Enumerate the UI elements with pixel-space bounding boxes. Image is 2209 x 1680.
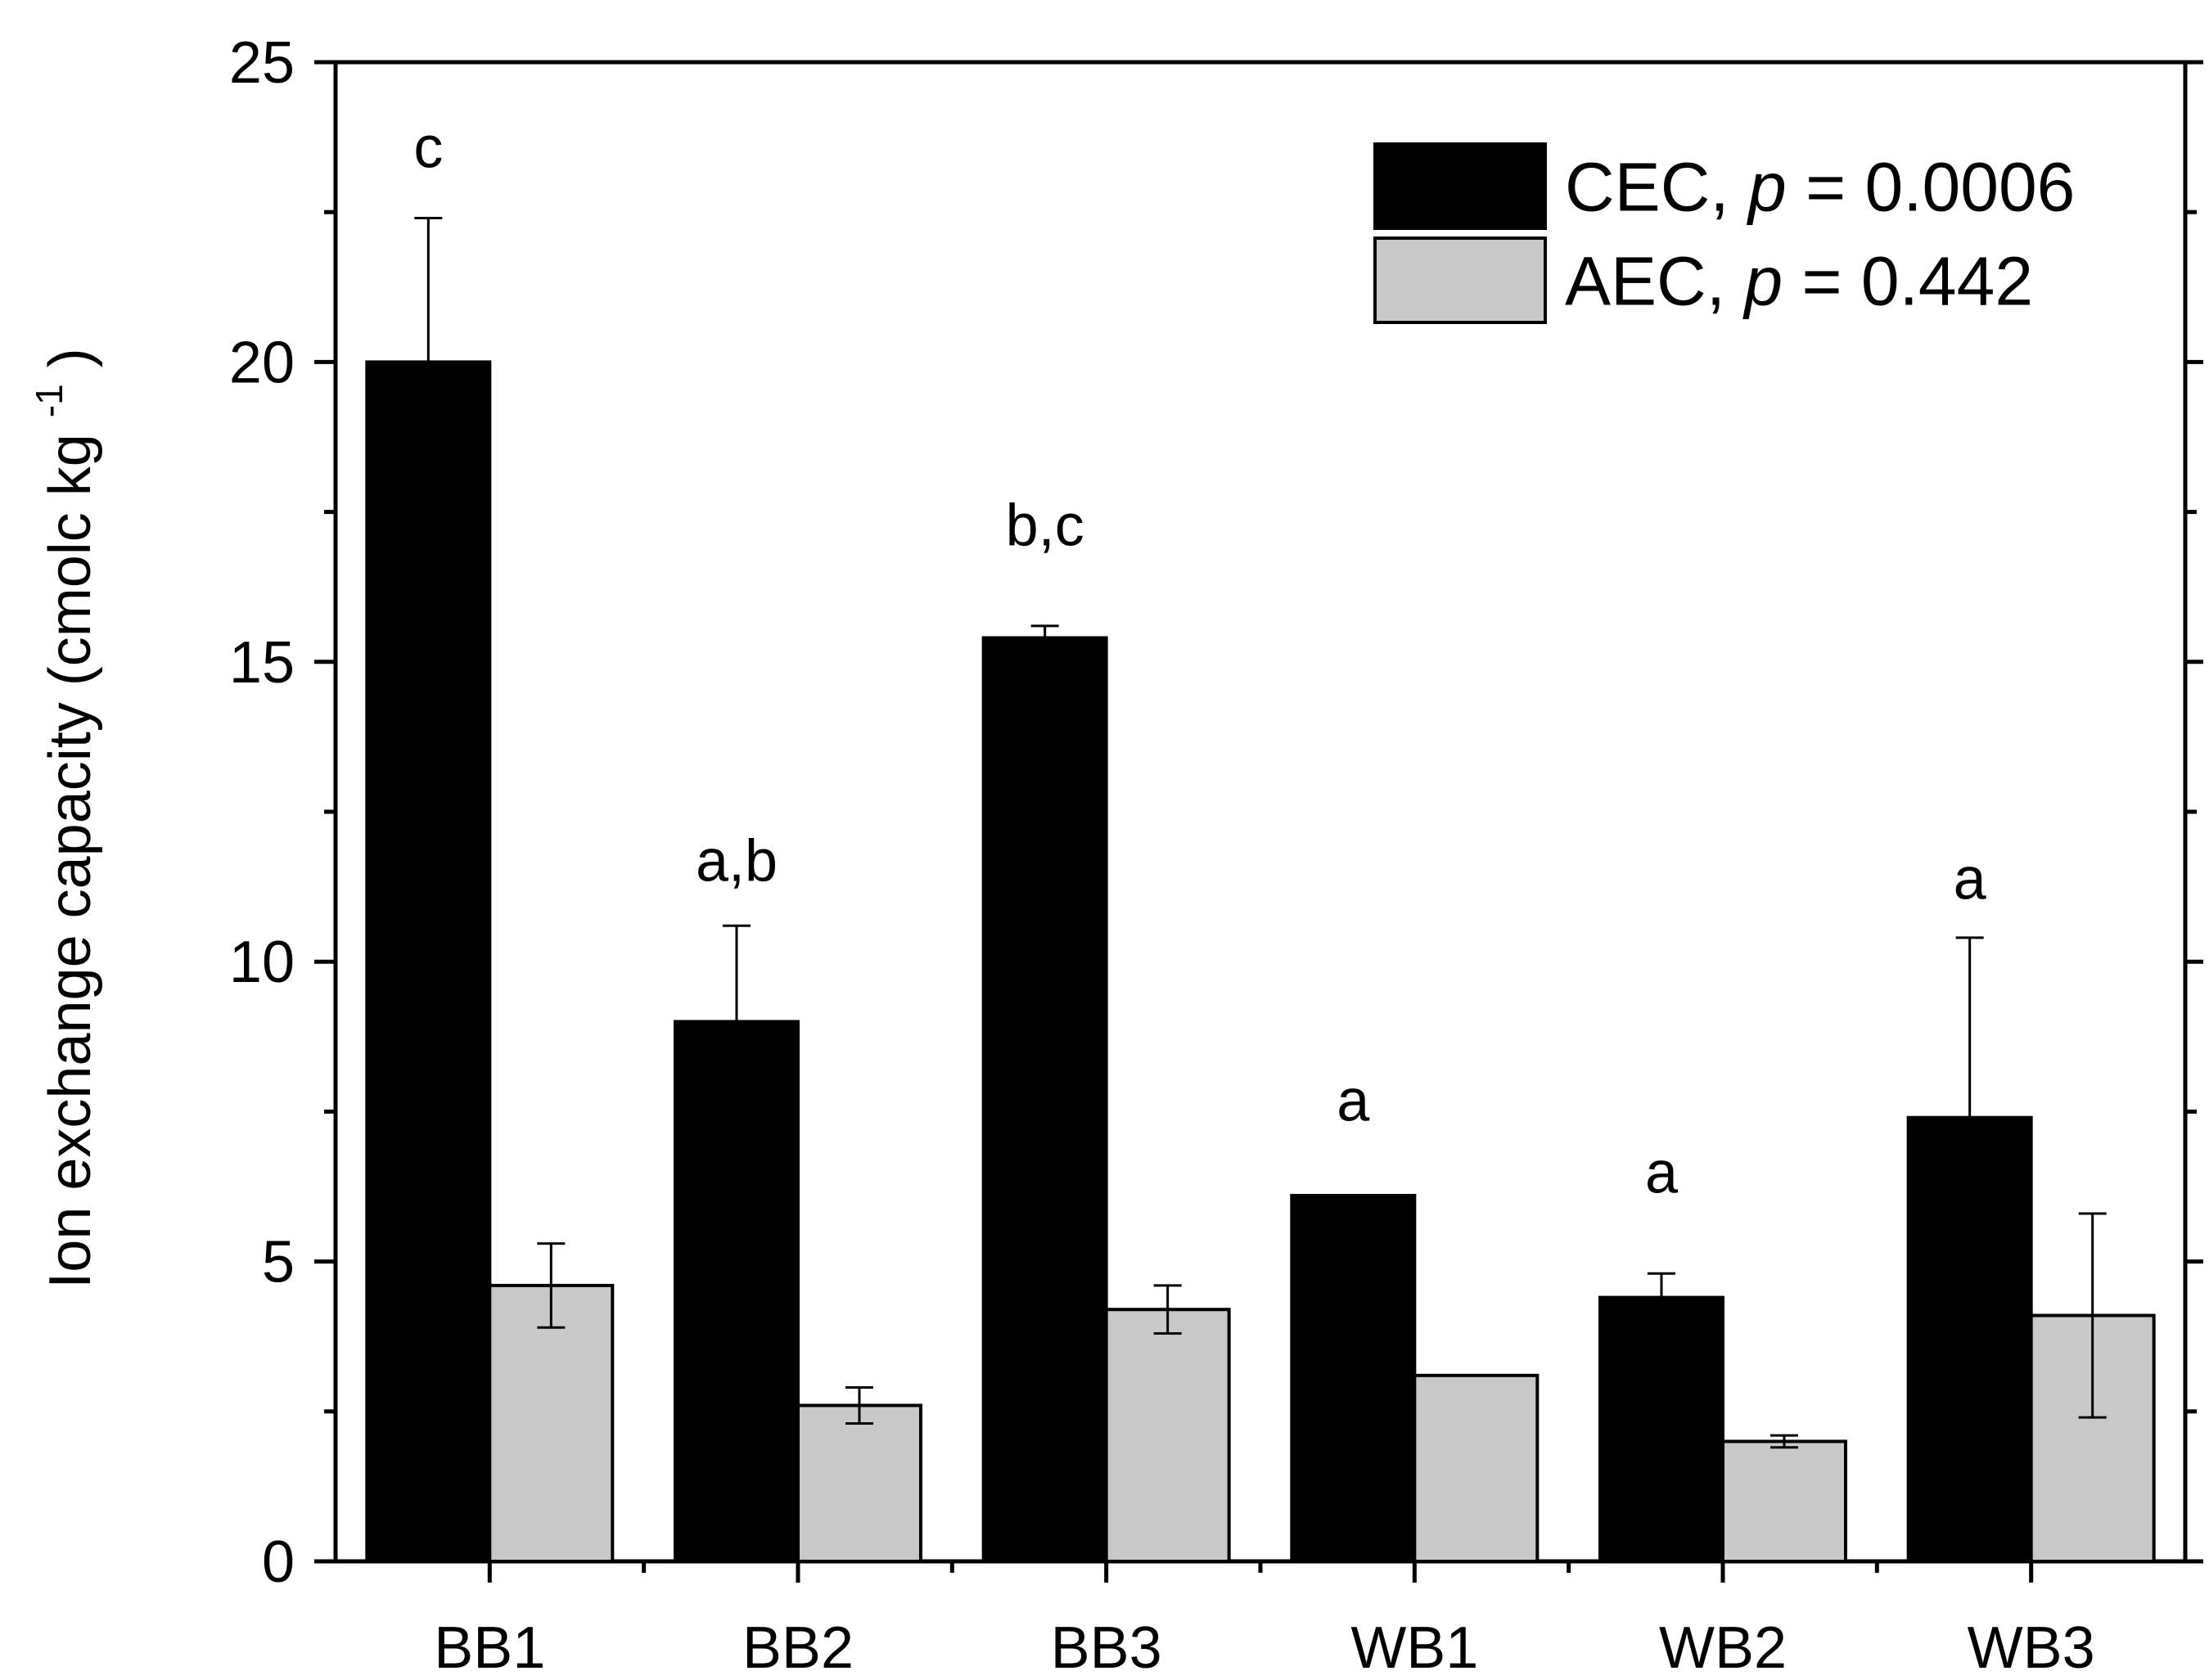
axis-ticks: 0 5 10 15 20 25 BB1 BB2 BB3 WB1 WB2 WB3 <box>229 30 2203 1680</box>
bar-cec-bb3 <box>981 636 1108 1563</box>
legend-label-cec: CEC, p = 0.0006 <box>1565 149 2075 226</box>
x-category-label: BB2 <box>742 1615 854 1680</box>
legend-p-value: = 0.0006 <box>1787 149 2076 226</box>
x-category-label: WB1 <box>1350 1615 1478 1680</box>
y-tick-label: 0 <box>262 1529 295 1595</box>
legend: CEC, p = 0.0006 AEC, p = 0.442 <box>1373 142 2075 324</box>
bars <box>365 360 2156 1564</box>
x-category-label: WB3 <box>1968 1615 2095 1680</box>
legend-p-symbol: p <box>1746 149 1787 226</box>
bar-cec-wb2 <box>1598 1295 1724 1563</box>
y-axis-title: Ion exchange capacity (cmolc kg -1 ) <box>10 348 103 1288</box>
legend-label-aec: AEC, p = 0.442 <box>1565 243 2033 320</box>
bar-aec-wb1 <box>1413 1373 1540 1564</box>
legend-series-name: AEC, <box>1565 243 1744 320</box>
y-tick-label: 15 <box>229 630 295 696</box>
significance-labels: c a,b b,c a a a <box>413 115 1986 1206</box>
y-axis-title-superscript: -1 <box>28 384 70 417</box>
error-bars <box>414 217 2107 1449</box>
legend-swatch-cec <box>1373 142 1547 230</box>
significance-label-wb2: a <box>1645 1141 1679 1206</box>
significance-label-bb2: a,b <box>696 829 778 894</box>
x-category-label: BB3 <box>1051 1615 1162 1680</box>
significance-label-wb3: a <box>1954 847 1987 912</box>
bar-aec-wb2 <box>1721 1439 1847 1563</box>
y-tick-label: 5 <box>262 1230 295 1295</box>
significance-label-wb1: a <box>1337 1069 1370 1134</box>
legend-p-symbol: p <box>1742 243 1783 320</box>
legend-swatch-aec <box>1373 236 1547 324</box>
bar-aec-bb3 <box>1104 1308 1231 1563</box>
y-tick-label: 20 <box>229 330 295 395</box>
bar-cec-bb1 <box>365 360 492 1563</box>
legend-p-value: = 0.442 <box>1783 243 2033 320</box>
bar-cec-wb1 <box>1290 1193 1417 1563</box>
y-tick-label: 25 <box>229 30 295 96</box>
x-category-label: BB1 <box>434 1615 545 1680</box>
legend-series-name: CEC, <box>1565 149 1748 226</box>
x-category-label: WB2 <box>1659 1615 1787 1680</box>
y-axis-title-main: Ion exchange capacity (cmolc kg <box>38 434 103 1289</box>
bar-aec-bb2 <box>796 1403 922 1564</box>
y-axis-title-close: ) <box>38 348 103 367</box>
y-tick-label: 10 <box>229 930 295 995</box>
significance-label-bb1: c <box>413 115 443 181</box>
significance-label-bb3: b,c <box>1006 493 1084 558</box>
